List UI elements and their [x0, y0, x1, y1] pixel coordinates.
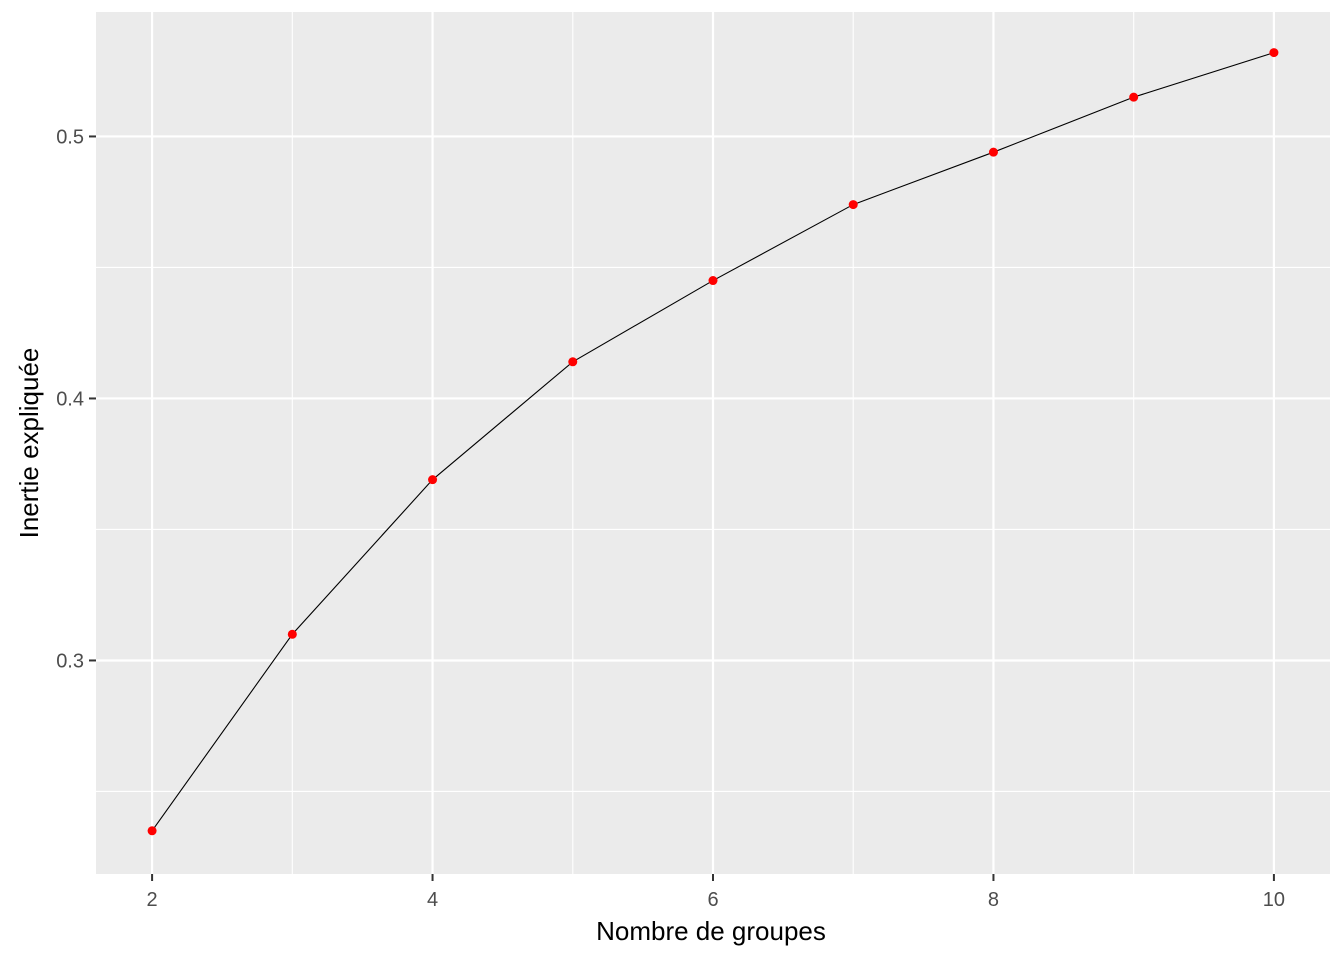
y-tick-label: 0.3 [56, 650, 84, 672]
x-tick-label: 10 [1263, 889, 1285, 911]
data-point [848, 200, 858, 210]
data-point [1129, 92, 1139, 102]
y-axis-ticks: 0.3 0.4 0.5 [56, 126, 96, 672]
data-point [147, 826, 157, 836]
x-tick-label: 6 [707, 889, 718, 911]
x-axis-ticks: 2 4 6 8 10 [147, 874, 1285, 911]
x-tick-label: 8 [988, 889, 999, 911]
data-point [708, 276, 718, 286]
data-point [568, 357, 578, 367]
x-tick-label: 2 [147, 889, 158, 911]
y-tick-label: 0.4 [56, 388, 84, 410]
data-point [287, 629, 297, 639]
data-points [147, 48, 1279, 836]
x-tick-label: 4 [427, 889, 438, 911]
y-axis-title: Inertie expliquée [14, 348, 44, 539]
y-tick-label: 0.5 [56, 126, 84, 148]
data-point [988, 147, 998, 157]
data-point [1269, 48, 1279, 58]
data-point [428, 475, 438, 485]
x-axis-title: Nombre de groupes [596, 916, 826, 946]
